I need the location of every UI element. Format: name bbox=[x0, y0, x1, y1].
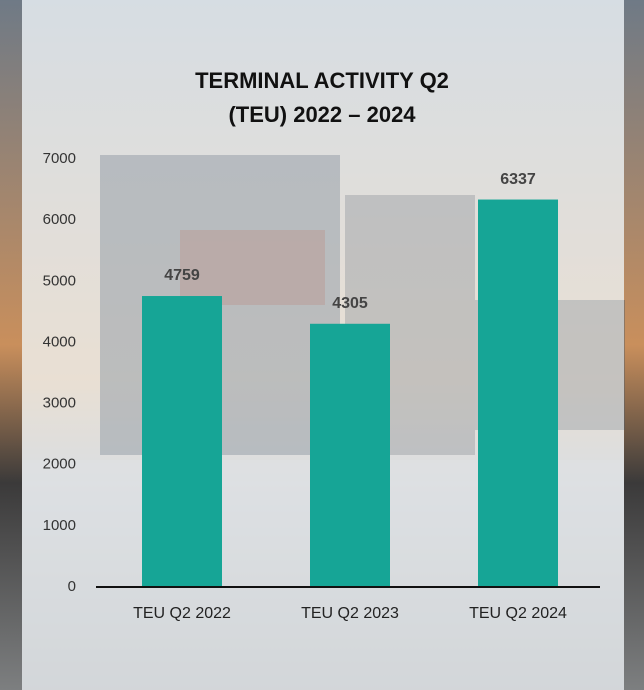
chart-title: (TEU) 2022 – 2024 bbox=[228, 102, 416, 127]
y-tick-label: 7000 bbox=[43, 150, 76, 167]
bar bbox=[310, 323, 390, 587]
y-tick-label: 0 bbox=[68, 578, 76, 595]
value-label: 6337 bbox=[500, 171, 536, 188]
chart-title: TERMINAL ACTIVITY Q2 bbox=[195, 68, 449, 93]
y-tick-label: 2000 bbox=[43, 456, 76, 473]
y-tick-label: 4000 bbox=[43, 333, 76, 350]
y-tick-label: 6000 bbox=[43, 211, 76, 228]
y-tick-label: 3000 bbox=[43, 395, 76, 412]
x-tick-label: TEU Q2 2023 bbox=[301, 605, 399, 622]
bar bbox=[142, 296, 222, 587]
value-label: 4759 bbox=[164, 267, 200, 284]
value-label: 4305 bbox=[332, 295, 368, 312]
x-tick-label: TEU Q2 2024 bbox=[469, 605, 567, 622]
y-tick-label: 1000 bbox=[43, 517, 76, 534]
x-tick-label: TEU Q2 2022 bbox=[133, 605, 231, 622]
y-tick-label: 5000 bbox=[43, 272, 76, 289]
bar bbox=[478, 199, 558, 587]
